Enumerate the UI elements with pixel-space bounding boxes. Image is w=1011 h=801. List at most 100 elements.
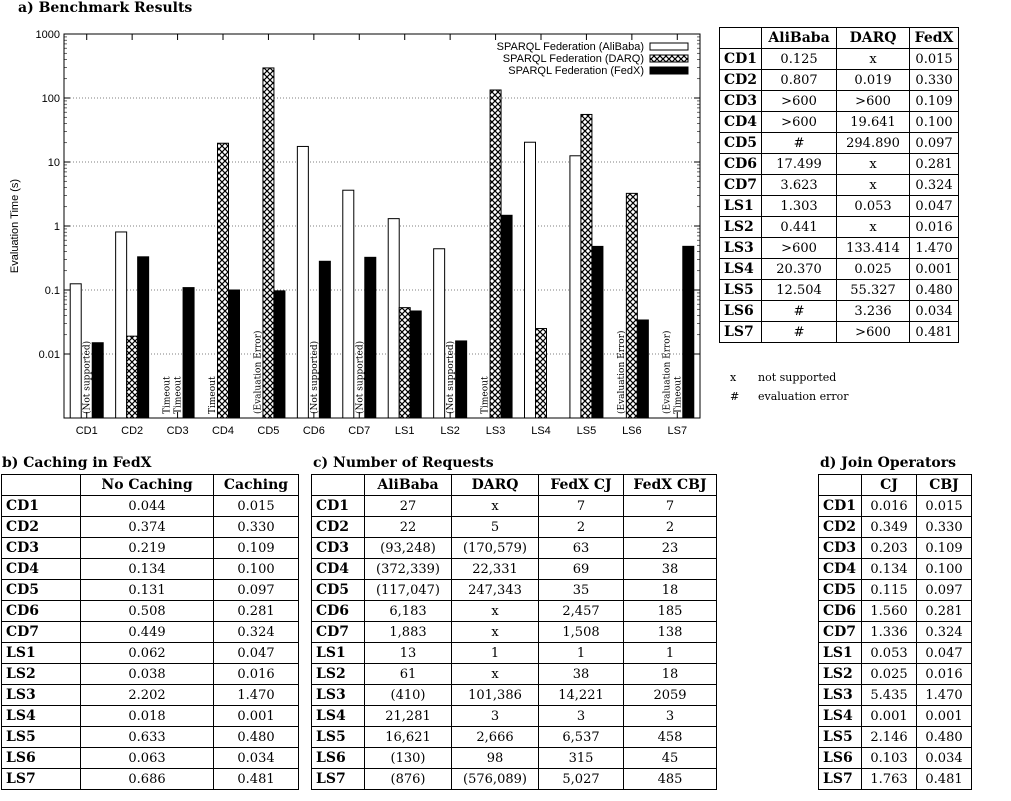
table-cell: 0.001: [916, 705, 972, 727]
bar-darq: [262, 67, 275, 419]
table-row: CD2 0.374 0.330: [1, 516, 299, 538]
row-label: LS7: [311, 768, 365, 790]
bar-darq: [217, 142, 229, 419]
table-cell: x: [836, 216, 911, 238]
table-row: CD2 22 5 2 2: [311, 516, 717, 538]
row-label: LS2: [818, 663, 862, 685]
table-cell: 1.560: [861, 600, 917, 622]
y-tick-label: 1000: [36, 29, 60, 41]
row-label: LS3: [1, 684, 81, 706]
table-row: CD5 0.131 0.097: [1, 579, 299, 601]
row-label: CD3: [311, 537, 365, 559]
table-row: CD6 1.560 0.281: [818, 600, 972, 622]
table-cell: 18: [623, 663, 717, 685]
table-row: LS1 0.062 0.047: [1, 642, 299, 664]
table-cell: 61: [364, 663, 452, 685]
y-tick-label: 10: [48, 157, 60, 169]
table-cell: 5,027: [538, 768, 624, 790]
table-cell: 0.001: [213, 705, 299, 727]
table-cell: 6,183: [364, 600, 452, 622]
table-cell: x: [451, 663, 539, 685]
y-tick-label: 0.01: [39, 349, 60, 361]
row-label: CD7: [1, 621, 81, 643]
table-cell: 23: [623, 537, 717, 559]
bar-darq: [126, 335, 139, 419]
legend-swatch: [649, 42, 689, 51]
table-cell: 1,508: [538, 621, 624, 643]
table-cell: 0.047: [916, 642, 972, 664]
table-cell: x: [836, 153, 911, 175]
table-cell: 17.499: [761, 153, 838, 175]
table-cell: (410): [364, 684, 452, 706]
row-label: LS6: [1, 747, 81, 769]
table-cell: #: [761, 321, 838, 343]
table-row: LS4 20.370 0.025 0.001: [718, 258, 960, 280]
table-cell: 3: [451, 705, 539, 727]
row-label: CD2: [1, 516, 81, 538]
table-cell: 0.481: [213, 768, 299, 790]
bar-annotation: (Evaluation Error): [252, 330, 263, 414]
table-cell: 35: [538, 579, 624, 601]
legend-label: SPARQL Federation (DARQ): [503, 53, 644, 65]
x-tick-label: LS5: [577, 425, 597, 437]
table-cell: 0.034: [213, 747, 299, 769]
row-label: CD1: [1, 495, 81, 517]
table-cell: 69: [538, 558, 624, 580]
table-cell: 3.236: [836, 300, 911, 322]
y-axis-label: Evaluation Time (s): [9, 179, 21, 273]
bar-alibaba: [524, 141, 536, 419]
table-cell: x: [451, 600, 539, 622]
x-tick-label: LS7: [667, 425, 687, 437]
table-cell: x: [836, 48, 911, 70]
row-label: LS4: [311, 705, 365, 727]
row-label: CD3: [718, 90, 763, 112]
table-cell: 18: [623, 579, 717, 601]
table-row: LS6 (130) 98 315 45: [311, 747, 717, 769]
table-cell: 0.047: [909, 195, 960, 217]
row-label: CD3: [818, 537, 862, 559]
table-row: LS4 21,281 3 3 3: [311, 705, 717, 727]
table-cell: 0.480: [909, 279, 960, 301]
table-cell: 2.146: [861, 726, 917, 748]
y-tick-label: 1: [54, 221, 60, 233]
bar-alibaba: [433, 248, 446, 419]
table-cell: 2.202: [80, 684, 214, 706]
table-cell: 0.481: [909, 321, 960, 343]
table-row: LS5 0.633 0.480: [1, 726, 299, 748]
table-cell: 0.125: [761, 48, 838, 70]
table-cell: 7: [538, 495, 624, 517]
table-cell: 0.015: [909, 48, 960, 70]
table-row: LS2 0.025 0.016: [818, 663, 972, 685]
table-cell: >600: [836, 90, 911, 112]
table-row: LS4 0.018 0.001: [1, 705, 299, 727]
table-cell: 0.097: [909, 132, 960, 154]
table-cell: 3.623: [761, 174, 838, 196]
table-cell: 0.100: [916, 558, 972, 580]
table-cell: 0.686: [80, 768, 214, 790]
bar-fedx: [409, 310, 422, 419]
section-d-title: d) Join Operators: [820, 455, 957, 471]
x-tick-label: LS3: [486, 425, 506, 437]
table-cell: 0.281: [213, 600, 299, 622]
table-row: CD6 17.499 x 0.281: [718, 153, 960, 175]
table-row: LS6 0.063 0.034: [1, 747, 299, 769]
bar-fedx: [500, 214, 513, 419]
bar-annotation: Timeout: [481, 376, 491, 414]
table-cell: 0.480: [213, 726, 299, 748]
table-cell: 0.053: [836, 195, 911, 217]
table-a-notes: x not supported # evaluation error: [730, 371, 849, 409]
table-cell: 0.038: [80, 663, 214, 685]
table-row: CD6 0.508 0.281: [1, 600, 299, 622]
bar-fedx: [455, 340, 468, 419]
row-label: CD7: [311, 621, 365, 643]
row-label: LS4: [1, 705, 81, 727]
table-cell: 0.016: [861, 495, 917, 517]
table-row: CD6 6,183 x 2,457 185: [311, 600, 717, 622]
table-cell: 485: [623, 768, 717, 790]
bar-fedx: [318, 260, 331, 419]
row-label: LS6: [818, 747, 862, 769]
legend-swatch: [649, 54, 689, 63]
table-row: LS1 0.053 0.047: [818, 642, 972, 664]
row-label: LS3: [718, 237, 763, 259]
table-cell: 5.435: [861, 684, 917, 706]
